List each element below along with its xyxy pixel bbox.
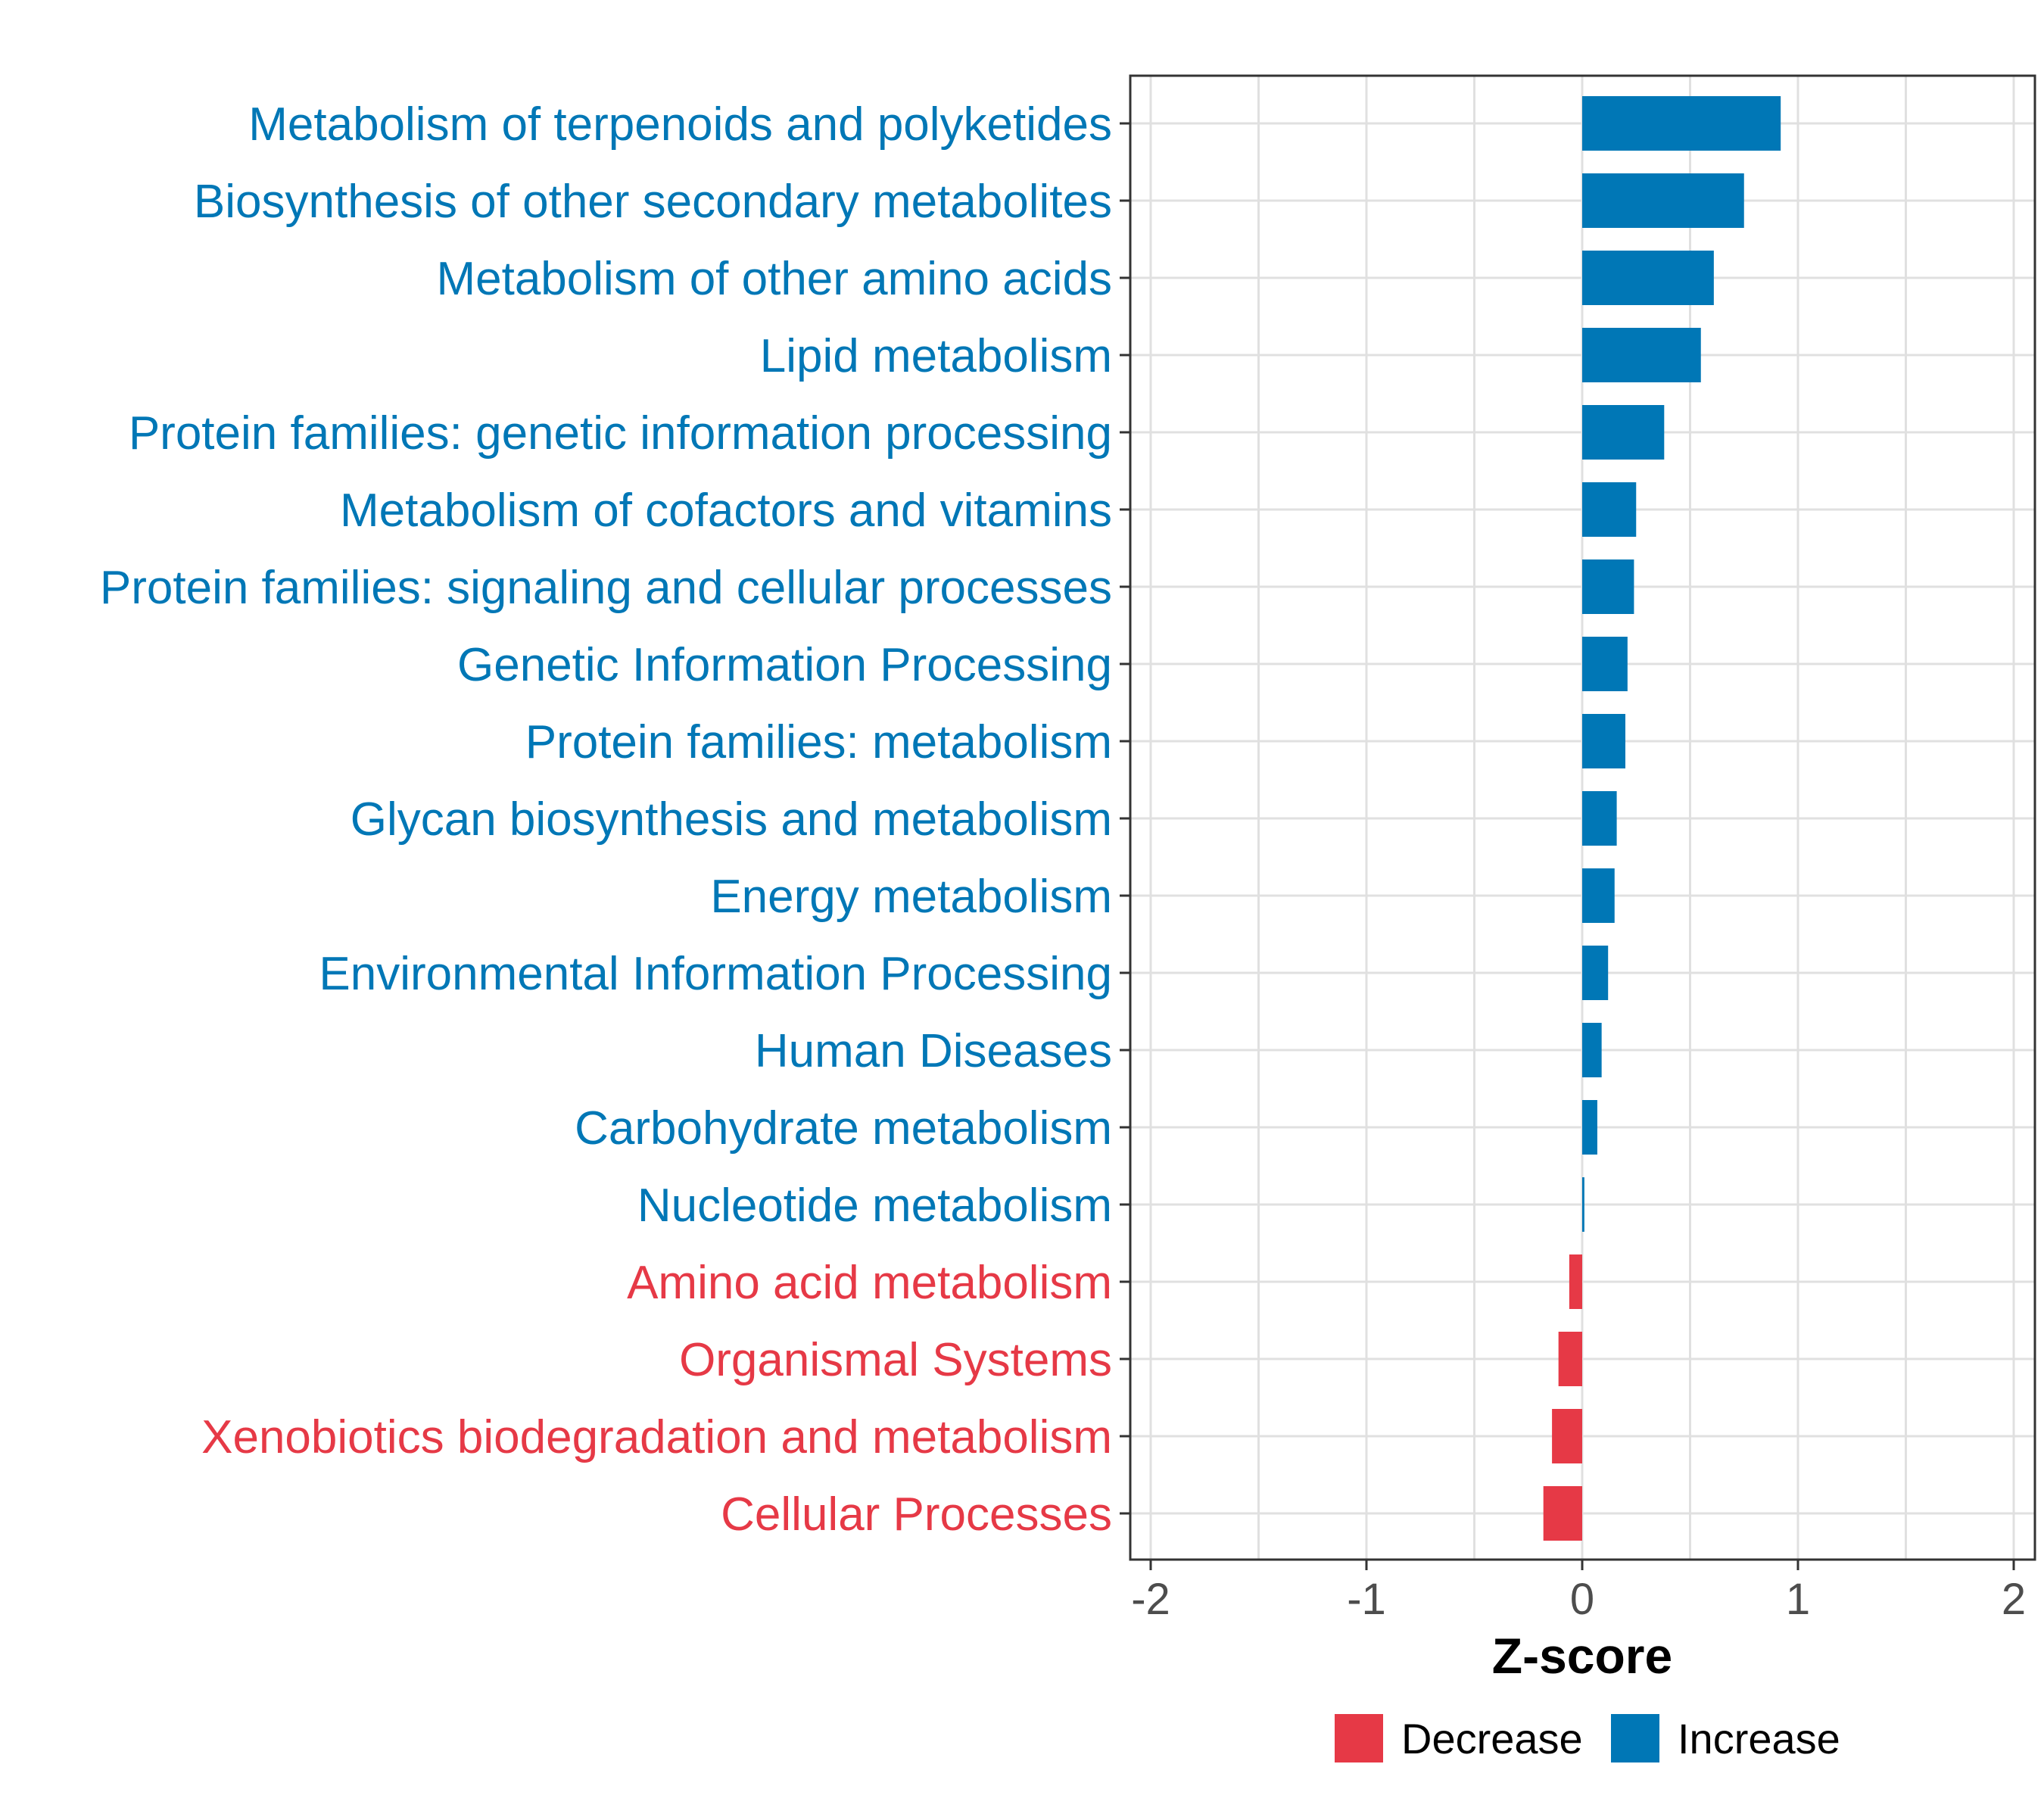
legend: Decrease Increase (1335, 1714, 1840, 1762)
y-axis-category-label: Protein families: genetic information pr… (129, 407, 1112, 460)
bar (1582, 328, 1701, 382)
bar (1582, 482, 1637, 537)
x-axis-ticks (1149, 1560, 2015, 1570)
bar (1552, 1409, 1582, 1463)
y-axis-category-label: Xenobiotics biodegradation and metabolis… (201, 1411, 1112, 1463)
bar (1582, 946, 1609, 1000)
legend-label-decrease: Decrease (1401, 1715, 1583, 1762)
y-axis-category-label: Metabolism of other amino acids (436, 253, 1112, 305)
x-axis-tick-label: -2 (1131, 1575, 1170, 1624)
bar (1582, 1100, 1597, 1155)
y-axis-category-label: Glycan biosynthesis and metabolism (351, 793, 1112, 846)
x-axis-tick-label: 2 (2002, 1575, 2026, 1624)
bar (1582, 173, 1744, 228)
legend-swatch-increase (1611, 1714, 1659, 1762)
y-axis-category-label: Energy metabolism (710, 871, 1112, 923)
bar (1582, 791, 1617, 846)
y-axis-category-label: Genetic Information Processing (457, 639, 1112, 691)
y-axis-category-label: Human Diseases (755, 1025, 1112, 1077)
y-axis-category-label: Amino acid metabolism (627, 1257, 1112, 1309)
bar (1558, 1332, 1582, 1386)
bar (1582, 251, 1714, 305)
x-axis-tick-labels: -2 -1 0 1 2 (1131, 1575, 2026, 1624)
y-axis-category-labels: Metabolism of terpenoids and polyketides… (100, 98, 1112, 1541)
bar (1569, 1254, 1582, 1309)
bar (1582, 405, 1665, 460)
y-axis-ticks (1120, 122, 1130, 1515)
y-axis-category-label: Biosynthesis of other secondary metaboli… (194, 176, 1112, 228)
x-axis-title: Z-score (1492, 1628, 1672, 1684)
y-axis-category-label: Lipid metabolism (760, 330, 1112, 382)
bar (1582, 637, 1628, 691)
bar (1582, 1023, 1602, 1077)
x-axis-tick-label: 1 (1786, 1575, 1810, 1624)
x-axis-tick-label: -1 (1347, 1575, 1386, 1624)
y-axis-category-label: Carbohydrate metabolism (575, 1102, 1112, 1155)
bar (1582, 559, 1634, 614)
bar (1582, 714, 1625, 768)
y-axis-category-label: Nucleotide metabolism (637, 1180, 1112, 1232)
y-axis-category-label: Environmental Information Processing (319, 948, 1112, 1000)
y-axis-category-label: Protein families: signaling and cellular… (100, 562, 1112, 614)
x-axis-tick-label: 0 (1570, 1575, 1594, 1624)
bar (1582, 868, 1615, 923)
bars (1543, 96, 1781, 1541)
bar (1543, 1486, 1582, 1541)
y-axis-category-label: Organismal Systems (679, 1334, 1112, 1386)
y-axis-category-label: Metabolism of cofactors and vitamins (340, 485, 1112, 537)
legend-swatch-decrease (1335, 1714, 1383, 1762)
y-axis-category-label: Protein families: metabolism (525, 716, 1112, 768)
y-axis-category-label: Cellular Processes (721, 1488, 1112, 1541)
bar (1582, 1177, 1584, 1232)
bar (1582, 96, 1781, 151)
legend-label-increase: Increase (1678, 1715, 1840, 1762)
y-axis-category-label: Metabolism of terpenoids and polyketides (248, 98, 1112, 151)
